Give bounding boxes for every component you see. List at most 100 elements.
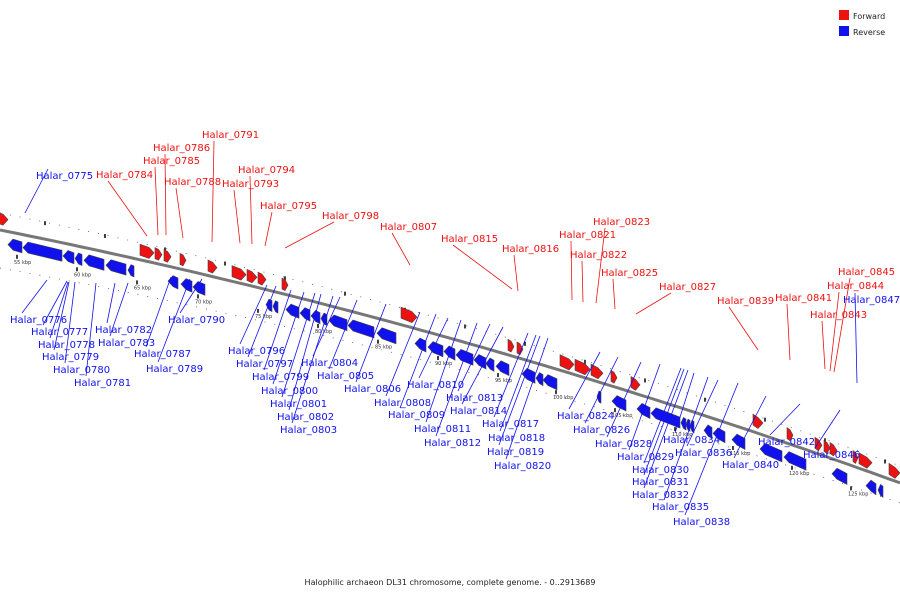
reverse-gene-block[interactable] (521, 368, 536, 384)
forward-gene-label[interactable]: Halar_0843 (810, 310, 867, 321)
forward-gene-label[interactable]: Halar_0785 (143, 156, 200, 167)
forward-gene-label[interactable]: Halar_0788 (164, 177, 221, 188)
reverse-gene-label[interactable]: Halar_0835 (652, 502, 709, 513)
forward-gene-label[interactable]: Halar_0784 (96, 170, 153, 181)
forward-gene-block[interactable] (0, 212, 9, 226)
reverse-gene-block[interactable] (310, 310, 321, 325)
forward-gene-label[interactable]: Halar_0807 (380, 222, 437, 233)
reverse-gene-block[interactable] (680, 416, 687, 431)
reverse-gene-block[interactable] (414, 337, 427, 353)
forward-gene-label[interactable]: Halar_0841 (775, 293, 832, 304)
reverse-gene-block[interactable] (731, 433, 746, 451)
reverse-gene-block[interactable] (485, 357, 495, 372)
reverse-gene-label[interactable]: Halar_0811 (414, 424, 471, 435)
reverse-gene-block[interactable] (105, 259, 127, 276)
forward-gene-label[interactable]: Halar_0798 (322, 211, 379, 222)
reverse-gene-block[interactable] (495, 360, 510, 377)
forward-gene-block[interactable] (207, 259, 218, 274)
reverse-gene-label[interactable]: Halar_0804 (301, 358, 358, 369)
reverse-gene-label[interactable]: Halar_0808 (374, 398, 431, 409)
reverse-gene-block[interactable] (272, 300, 279, 314)
forward-gene-label[interactable]: Halar_0827 (659, 282, 716, 293)
forward-gene-block[interactable] (516, 341, 524, 356)
forward-gene-block[interactable] (231, 265, 247, 281)
reverse-gene-label[interactable]: Halar_0826 (573, 425, 630, 436)
forward-gene-label[interactable]: Halar_0821 (559, 230, 616, 241)
reverse-gene-block[interactable] (712, 427, 726, 444)
reverse-gene-label[interactable]: Halar_0789 (146, 364, 203, 375)
forward-gene-block[interactable] (752, 413, 764, 429)
reverse-gene-block[interactable] (759, 443, 783, 463)
reverse-gene-block[interactable] (347, 319, 375, 339)
forward-gene-block[interactable] (281, 277, 289, 291)
forward-gene-block[interactable] (400, 306, 418, 323)
reverse-gene-label[interactable]: Halar_0809 (388, 410, 445, 421)
reverse-gene-label[interactable]: Halar_0805 (317, 371, 374, 382)
forward-gene-block[interactable] (786, 427, 794, 442)
reverse-gene-block[interactable] (265, 298, 273, 313)
reverse-gene-label[interactable]: Halar_0806 (344, 384, 401, 395)
reverse-gene-label[interactable]: Halar_0797 (236, 359, 293, 370)
forward-gene-block[interactable] (858, 452, 873, 469)
reverse-gene-label[interactable]: Halar_0814 (450, 406, 507, 417)
reverse-gene-label[interactable]: Halar_0831 (632, 477, 689, 488)
forward-gene-block[interactable] (888, 462, 900, 479)
reverse-gene-label[interactable]: Halar_0824 (557, 411, 614, 422)
reverse-gene-label[interactable]: Halar_0790 (168, 315, 225, 326)
reverse-gene-block[interactable] (180, 278, 193, 293)
reverse-gene-label[interactable]: Halar_0846 (803, 450, 860, 461)
reverse-gene-block[interactable] (376, 327, 397, 345)
forward-gene-block[interactable] (823, 439, 831, 454)
reverse-gene-label[interactable]: Halar_0801 (270, 399, 327, 410)
forward-gene-block[interactable] (163, 249, 172, 263)
forward-gene-label[interactable]: Halar_0823 (593, 217, 650, 228)
reverse-gene-label[interactable]: Halar_0817 (482, 419, 539, 430)
reverse-gene-label[interactable]: Halar_0803 (280, 425, 337, 436)
forward-gene-block[interactable] (574, 358, 591, 376)
forward-gene-block[interactable] (139, 243, 155, 259)
reverse-gene-label[interactable]: Halar_0810 (407, 380, 464, 391)
reverse-gene-label[interactable]: Halar_0818 (488, 433, 545, 444)
reverse-gene-label[interactable]: Halar_0778 (38, 340, 95, 351)
reverse-gene-label[interactable]: Halar_0838 (673, 517, 730, 528)
forward-gene-label[interactable]: Halar_0816 (502, 244, 559, 255)
reverse-gene-label[interactable]: Halar_0828 (595, 439, 652, 450)
reverse-gene-label[interactable]: Halar_0800 (261, 386, 318, 397)
forward-gene-block[interactable] (852, 450, 859, 464)
forward-gene-block[interactable] (507, 338, 515, 353)
forward-gene-label[interactable]: Halar_0791 (202, 130, 259, 141)
forward-gene-label[interactable]: Halar_0844 (827, 281, 884, 292)
reverse-gene-label[interactable]: Halar_0834 (663, 435, 720, 446)
forward-gene-label[interactable]: Halar_0839 (717, 296, 774, 307)
reverse-gene-label[interactable]: Halar_0787 (134, 349, 191, 360)
reverse-gene-block[interactable] (542, 374, 558, 391)
reverse-gene-label[interactable]: Halar_0812 (424, 438, 481, 449)
forward-gene-label[interactable]: Halar_0845 (838, 267, 895, 278)
reverse-gene-label[interactable]: Halar_0777 (31, 327, 88, 338)
reverse-gene-label[interactable]: Halar_0842 (758, 437, 815, 448)
reverse-gene-block[interactable] (783, 451, 807, 471)
reverse-gene-block[interactable] (22, 241, 63, 262)
forward-gene-label[interactable]: Halar_0795 (260, 201, 317, 212)
reverse-gene-label[interactable]: Halar_0840 (722, 460, 779, 471)
reverse-gene-label[interactable]: Halar_0836 (675, 448, 732, 459)
reverse-gene-block[interactable] (596, 390, 602, 404)
reverse-gene-label[interactable]: Halar_0813 (446, 393, 503, 404)
forward-gene-label[interactable]: Halar_0822 (570, 250, 627, 261)
reverse-gene-block[interactable] (83, 254, 105, 271)
forward-gene-block[interactable] (814, 436, 823, 452)
forward-gene-block[interactable] (610, 369, 618, 384)
reverse-gene-block[interactable] (427, 341, 444, 358)
reverse-gene-label[interactable]: Halar_0779 (42, 352, 99, 363)
forward-gene-block[interactable] (590, 363, 604, 380)
reverse-gene-label[interactable]: Halar_0829 (617, 452, 674, 463)
forward-gene-label[interactable]: Halar_0825 (601, 268, 658, 279)
forward-gene-block[interactable] (246, 268, 258, 284)
reverse-gene-block[interactable] (320, 312, 328, 326)
reverse-gene-label[interactable]: Halar_0847 (843, 295, 900, 306)
forward-gene-block[interactable] (257, 271, 267, 286)
reverse-gene-block[interactable] (7, 238, 23, 254)
reverse-gene-block[interactable] (877, 484, 884, 498)
reverse-gene-label[interactable]: Halar_0776 (10, 315, 67, 326)
reverse-gene-label[interactable]: Halar_0796 (228, 346, 285, 357)
